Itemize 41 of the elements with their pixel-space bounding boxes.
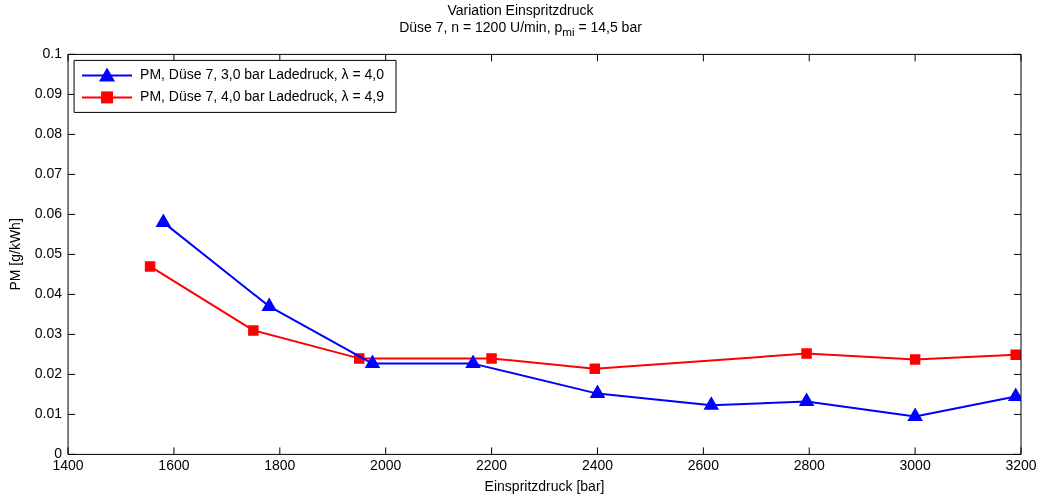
y-axis-title: PM [g/kWh] <box>7 218 24 291</box>
chart-title: Variation Einspritzdruck <box>446 2 595 19</box>
x-tick-label: 1800 <box>264 456 296 473</box>
point <box>262 298 277 311</box>
point <box>156 214 171 227</box>
y-tick-label: 0.07 <box>34 165 63 182</box>
y-tick-label: 0.06 <box>34 205 63 222</box>
y-tick-label: 0.04 <box>34 285 63 302</box>
y-tick-label: 0.05 <box>34 245 63 262</box>
point <box>1010 349 1021 360</box>
y-tick-label: 0.08 <box>34 125 63 142</box>
legend-label: PM, Düse 7, 3,0 bar Ladedruck, λ = 4,0 <box>140 66 385 83</box>
point <box>1008 388 1021 401</box>
x-tick-label: 2000 <box>370 456 402 473</box>
point <box>799 393 814 406</box>
y-tick-label: 0.02 <box>34 365 63 382</box>
point <box>801 348 812 359</box>
x-tick-label: 2200 <box>476 456 508 473</box>
x-tick-label: 2400 <box>581 456 614 473</box>
point <box>908 408 923 421</box>
chart-subtitle: Düse 7, n = 1200 U/min, p$_{mi}$ = 14,5 bar <box>398 19 643 40</box>
x-axis-title: Einspritzdruck [bar] <box>484 478 605 495</box>
x-tick-label: 3000 <box>899 456 931 473</box>
point <box>590 385 605 398</box>
point <box>704 397 719 410</box>
x-tick-label: 2800 <box>793 456 826 473</box>
point <box>248 324 259 336</box>
y-tick-label: 0.01 <box>34 405 63 422</box>
point <box>909 354 921 365</box>
point <box>486 352 497 364</box>
point <box>465 355 481 368</box>
y-tick-label: 0.03 <box>34 325 63 342</box>
x-tick-label: 1600 <box>158 456 190 473</box>
point <box>365 355 380 368</box>
legend-label: PM, Düse 7, 4,0 bar Ladedruck, λ = 4,9 <box>140 88 385 105</box>
x-tick-label: 3200 <box>1005 456 1037 473</box>
y-tick-label: 0.1 <box>42 45 63 62</box>
point <box>144 260 156 272</box>
y-tick-label: 0.09 <box>34 85 63 102</box>
point <box>589 363 601 374</box>
x-tick-label: 2600 <box>687 456 720 473</box>
